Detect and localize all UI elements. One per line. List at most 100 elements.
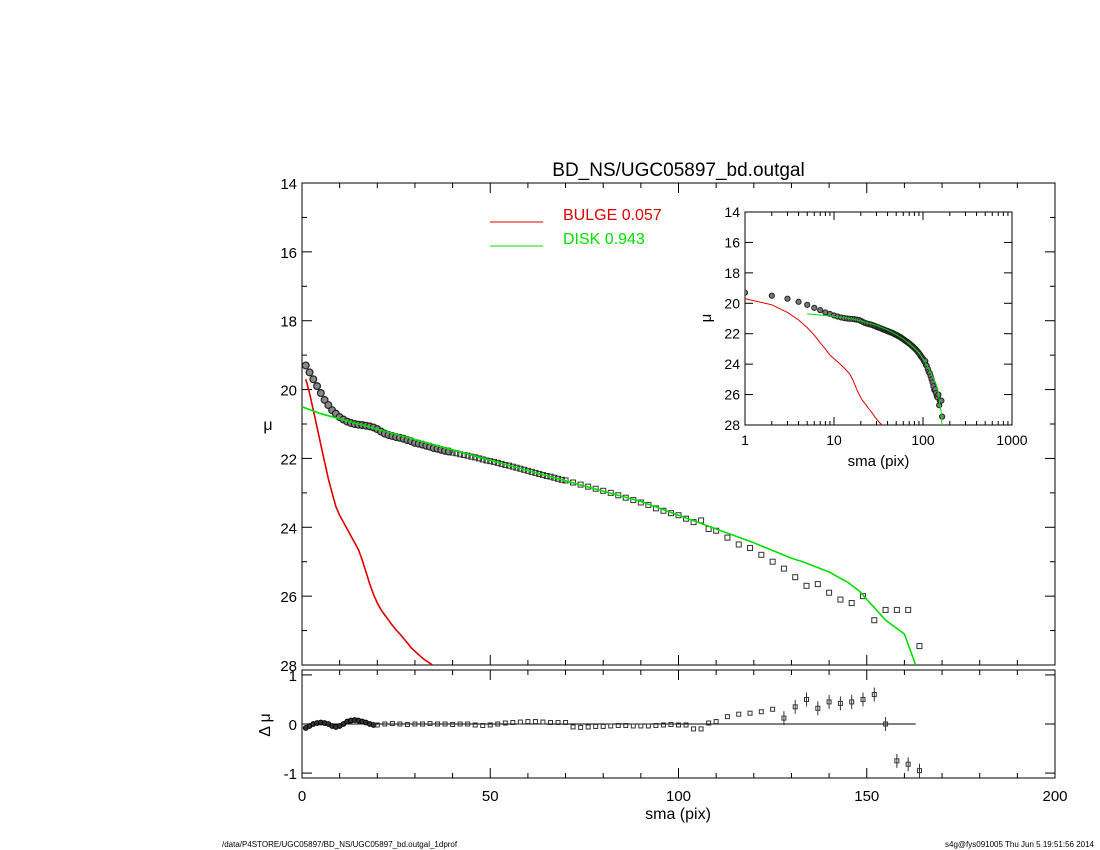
data-point <box>769 558 776 565</box>
data-point <box>758 551 765 558</box>
residual-point <box>645 723 651 729</box>
legend-label: BULGE 0.057 <box>563 207 662 224</box>
residual-point <box>435 721 441 727</box>
y-tick-label: 28 <box>280 658 297 675</box>
residual-point <box>510 720 516 726</box>
residual-series <box>302 687 922 778</box>
data-point-series <box>302 361 923 650</box>
main-plot: BD_NS/UGC05897_bd.outgal 14 16 18 20 22 24 26 28… <box>263 160 1056 675</box>
residual-point <box>691 726 697 732</box>
residual-point <box>792 704 798 710</box>
residual-point <box>781 715 787 721</box>
residual-point <box>389 721 395 727</box>
residual-point <box>472 722 478 728</box>
residual-point <box>495 721 501 727</box>
y-tick-label: 26 <box>280 589 297 606</box>
residual-point <box>698 726 704 732</box>
residual-point <box>563 720 569 726</box>
residual-point <box>502 720 508 726</box>
residual-point <box>517 719 523 725</box>
residual-point <box>412 721 418 727</box>
res-y-tick-label: 1 <box>289 668 297 685</box>
residual-point <box>600 723 606 729</box>
inset-data-point <box>811 304 818 311</box>
y-tick-label: 22 <box>280 451 297 468</box>
data-point <box>848 600 855 607</box>
data-point <box>724 534 731 541</box>
residual-point <box>585 724 591 730</box>
data-point <box>859 593 866 600</box>
residual-point <box>457 721 463 727</box>
data-point <box>837 596 844 603</box>
inset-data-point <box>745 289 749 296</box>
chart-title: BD_NS/UGC05897_bd.outgal <box>552 160 804 181</box>
inset-x-tick-label: 100 <box>911 432 935 448</box>
x-tick-label: 100 <box>666 788 691 805</box>
disk-line <box>302 406 917 665</box>
data-point <box>905 606 912 613</box>
residual-point <box>630 723 636 729</box>
residual-point <box>638 723 644 729</box>
inset-x-axis-label: sma (pix) <box>848 453 910 470</box>
inset-y-tick-label: 22 <box>724 326 740 342</box>
residual-point <box>653 722 659 728</box>
residual-point <box>419 721 425 727</box>
data-point <box>803 582 810 589</box>
inset-x-tick-label: 1000 <box>996 432 1027 448</box>
inset-data-point <box>939 413 946 420</box>
residual-point <box>593 723 599 729</box>
x-tick-label: 150 <box>854 788 879 805</box>
residual-point <box>404 721 410 727</box>
residual-point <box>525 719 531 725</box>
residual-point <box>871 692 877 698</box>
inset-data-point <box>817 307 824 314</box>
inset-y-tick-label: 28 <box>724 417 740 433</box>
residual-point <box>668 721 674 727</box>
x-tick-label: 0 <box>298 788 306 805</box>
residual-point <box>706 720 712 726</box>
residual-point <box>382 721 388 727</box>
residual-point <box>547 720 553 726</box>
inset-x-tick-label: 1 <box>741 432 749 448</box>
data-point <box>893 606 900 613</box>
residual-point <box>660 722 666 728</box>
x-axis-label: sma (pix) <box>645 806 711 823</box>
residual-point <box>758 709 764 715</box>
inset-x-tick-label: 10 <box>826 432 842 448</box>
residual-point <box>540 719 546 725</box>
residual-point <box>905 761 911 767</box>
residual-point <box>676 722 681 728</box>
data-point <box>735 541 742 548</box>
residual-point <box>608 723 614 729</box>
footer-filepath: /data/P4STORE/UGC05897/BD_NS/UGC05897_bd… <box>222 840 458 849</box>
res-y-tick-label: -1 <box>284 766 297 783</box>
residual-point <box>916 768 922 774</box>
data-point <box>916 643 923 650</box>
residual-point <box>837 700 843 706</box>
data-point <box>316 389 325 398</box>
inset-y-tick-label: 26 <box>724 387 740 403</box>
residual-point <box>615 722 621 728</box>
inset-y-tick-label: 20 <box>724 295 740 311</box>
inset-y-tick-label: 24 <box>724 356 740 372</box>
residual-point <box>397 721 403 727</box>
data-point <box>313 382 322 391</box>
residual-point <box>374 722 380 728</box>
residual-point <box>849 699 855 705</box>
y-tick-label: 18 <box>280 314 297 331</box>
residual-point <box>683 722 689 728</box>
residual-point <box>883 721 889 727</box>
data-point <box>882 606 889 613</box>
residual-point <box>555 720 561 726</box>
footer-timestamp: s4g@fys091005 Thu Jun 5 19:51:56 2014 <box>945 840 1094 849</box>
data-point <box>320 395 329 404</box>
residual-point <box>450 721 456 727</box>
residual-point <box>804 696 810 702</box>
data-point <box>792 574 799 581</box>
residual-point <box>570 724 576 730</box>
residual-point <box>860 696 866 702</box>
residual-point <box>770 706 776 712</box>
residual-point <box>427 721 433 727</box>
bulge-line <box>305 378 434 665</box>
